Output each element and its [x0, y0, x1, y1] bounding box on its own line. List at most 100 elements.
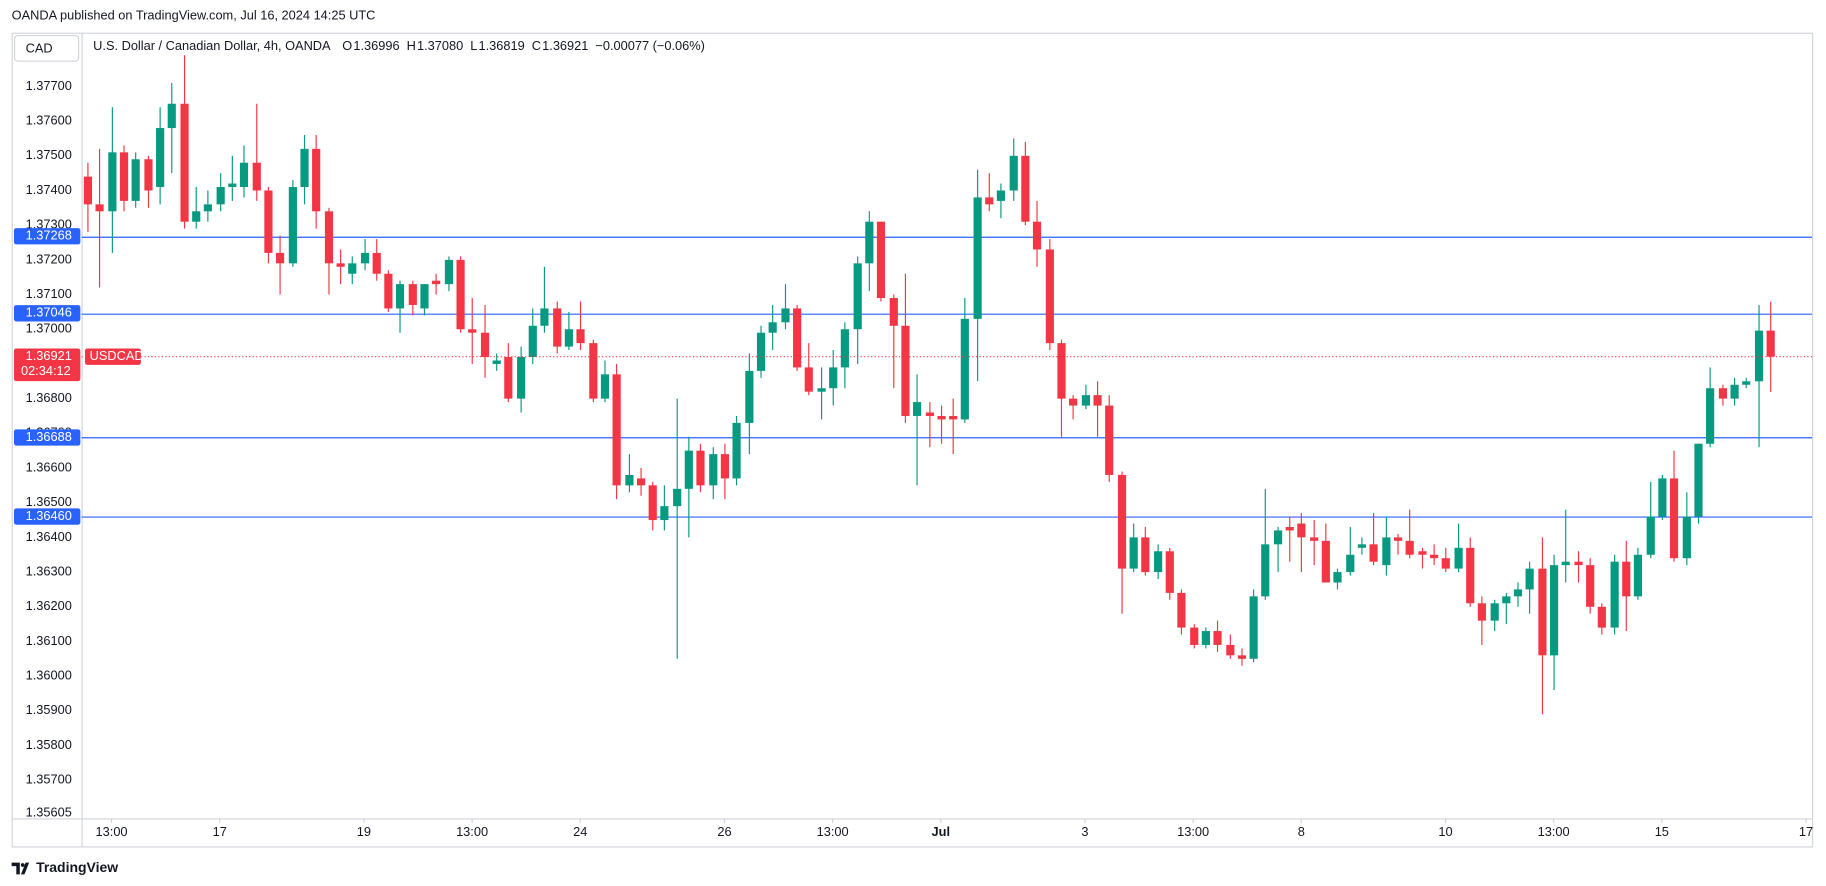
- y-tick-label: 1.36500: [26, 494, 72, 509]
- candle-body: [1237, 655, 1247, 659]
- x-tick-label: 13:00: [817, 824, 849, 839]
- y-tick-label: 1.35800: [26, 737, 72, 752]
- candle-body: [119, 152, 129, 201]
- candle-body: [1165, 551, 1174, 593]
- candle-body: [1201, 631, 1210, 645]
- candle-body: [1706, 388, 1715, 444]
- header: OANDA published on TradingView.com, Jul …: [12, 8, 376, 23]
- symbol-box: [85, 348, 141, 365]
- y-tick-label: 1.36400: [26, 529, 72, 544]
- footer-logo: [11, 862, 30, 875]
- candle-body: [817, 388, 826, 392]
- y-tick-label: 1.36800: [26, 390, 72, 405]
- candle-body: [901, 325, 910, 416]
- candle-body: [756, 332, 766, 371]
- y-tick-label: 1.37200: [26, 251, 72, 266]
- candle-body: [709, 454, 718, 486]
- candle-body: [384, 273, 393, 309]
- candle-body: [1117, 474, 1127, 569]
- candle-body: [840, 329, 849, 368]
- candle-body: [1502, 596, 1511, 604]
- x-tick-label: 17: [213, 824, 227, 839]
- y-tick-label: 1.37300: [26, 217, 72, 232]
- candle-body: [1538, 568, 1547, 656]
- candle-body: [239, 162, 249, 188]
- candle-body: [589, 343, 598, 399]
- candle-body: [1730, 384, 1739, 399]
- legend-name: U.S. Dollar / Canadian Dollar, 4h, OANDA: [93, 38, 331, 53]
- candle-body: [912, 402, 922, 416]
- candle-body: [1393, 537, 1403, 541]
- candle-body: [1357, 544, 1367, 548]
- x-tick-label: 13:00: [96, 824, 128, 839]
- y-tick-label: 1.37500: [26, 147, 72, 162]
- logo-dot: [20, 863, 25, 867]
- y-tick-label: 1.37000: [26, 321, 72, 336]
- level-label-box: [13, 305, 81, 322]
- candle-body: [228, 183, 237, 188]
- currency-box[interactable]: [13, 34, 80, 62]
- last-price-box: [13, 348, 81, 382]
- candle-body: [108, 152, 117, 212]
- currency-label: CAD: [26, 40, 53, 55]
- symbol-label: USDCAD: [90, 348, 144, 363]
- candle-body: [300, 148, 309, 188]
- candle-body: [1021, 155, 1030, 222]
- candle-body: [853, 263, 862, 330]
- candle-body: [865, 221, 874, 264]
- legend-value: 1.36996: [353, 38, 399, 53]
- frame: [11, 32, 1814, 848]
- candle-body: [517, 356, 526, 399]
- candle-body: [1369, 544, 1378, 562]
- candle-body: [468, 329, 477, 333]
- candle-body: [372, 252, 381, 274]
- candle-body: [996, 190, 1006, 201]
- candle-body: [180, 103, 189, 222]
- candle-body: [1057, 343, 1066, 399]
- y-tick-label: 1.37600: [26, 112, 72, 127]
- candle-body: [1669, 478, 1679, 559]
- candle-body: [1285, 526, 1294, 531]
- legend-key: H: [407, 38, 416, 53]
- candle-body: [156, 128, 165, 188]
- candle-body: [636, 478, 646, 486]
- candle-body: [660, 506, 669, 521]
- legend-key: O: [342, 38, 352, 53]
- candle-body: [1321, 540, 1330, 583]
- x-tick-label: 19: [357, 824, 371, 839]
- legend-value: 1.36819: [479, 38, 525, 53]
- level-label: 1.37268: [26, 228, 72, 243]
- x-tick-label: 13:00: [1177, 824, 1209, 839]
- candle-body: [1093, 395, 1102, 406]
- candle-body: [1154, 551, 1163, 573]
- candle-body: [1549, 565, 1559, 656]
- candle-body: [348, 263, 357, 274]
- candle-body: [876, 221, 886, 299]
- y-tick-label: 1.36200: [26, 598, 72, 613]
- candle-body: [312, 148, 321, 212]
- candle-body: [1346, 554, 1355, 573]
- candle-body: [732, 422, 741, 479]
- candle-body: [673, 488, 682, 507]
- candle-body: [576, 329, 585, 344]
- candle-body: [131, 159, 140, 201]
- candle-body: [456, 259, 465, 330]
- level-label: 1.36460: [26, 508, 72, 523]
- candle-body: [973, 197, 982, 319]
- y-tick-label: 1.35700: [26, 772, 72, 787]
- candle-body: [1622, 561, 1631, 597]
- x-tick-label: 24: [573, 824, 587, 839]
- y-tick-label: 1.36000: [26, 668, 72, 683]
- candle-body: [1718, 388, 1728, 399]
- candle-body: [1190, 627, 1199, 645]
- candle-body: [95, 204, 104, 212]
- candle-body: [1333, 572, 1342, 583]
- candle-body: [360, 252, 370, 264]
- candle-body: [288, 187, 297, 264]
- candle-body: [1141, 537, 1150, 573]
- candle-body: [192, 211, 201, 222]
- candle-body: [1754, 330, 1764, 382]
- candle-body: [252, 162, 261, 191]
